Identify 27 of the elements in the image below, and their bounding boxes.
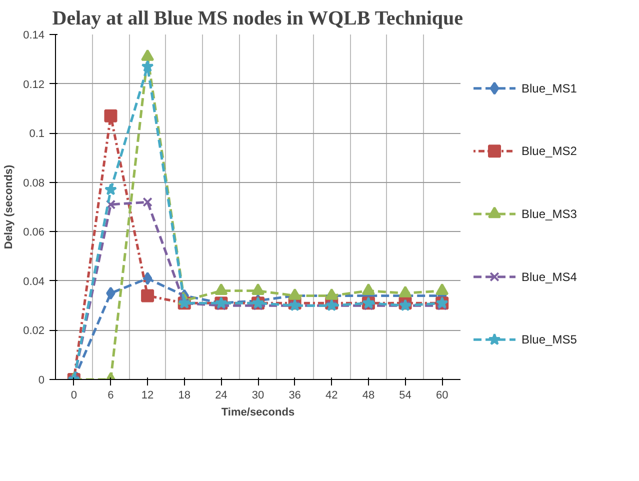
y-tick-label: 0	[38, 374, 45, 386]
x-tick-label: 48	[362, 390, 375, 402]
x-tick-label: 18	[178, 390, 190, 402]
y-tick-label: 0.14	[23, 30, 45, 42]
legend-label: Blue_MS2	[522, 144, 578, 158]
y-tick-label: 0.1	[29, 128, 45, 140]
legend-label: Blue_MS4	[522, 270, 578, 284]
x-tick-label: 42	[326, 390, 338, 402]
x-tick-label: 12	[141, 390, 154, 402]
x-axis-title: Time/seconds	[221, 406, 295, 418]
y-tick-label: 0.06	[23, 226, 45, 239]
x-tick-label: 36	[288, 390, 301, 402]
y-axis-title: Delay (seconds)	[3, 164, 16, 250]
y-tick-label: 0.04	[23, 276, 45, 288]
legend-label: Blue_MS1	[522, 81, 578, 96]
x-tick-label: 54	[399, 390, 412, 402]
chart-title: Delay at all Blue MS nodes in WQLB Technique	[52, 8, 464, 30]
x-tick-label: 60	[436, 390, 448, 402]
y-tick-label: 0.12	[23, 78, 45, 91]
legend-label: Blue_MS3	[522, 207, 578, 221]
x-tick-label: 30	[252, 390, 264, 402]
y-tick-label: 0.08	[23, 177, 45, 190]
x-tick-label: 24	[215, 390, 228, 402]
x-tick-label: 6	[108, 390, 114, 402]
legend-label: Blue_MS5	[522, 332, 578, 347]
y-tick-label: 0.02	[23, 325, 45, 338]
x-tick-label: 0	[70, 390, 77, 402]
